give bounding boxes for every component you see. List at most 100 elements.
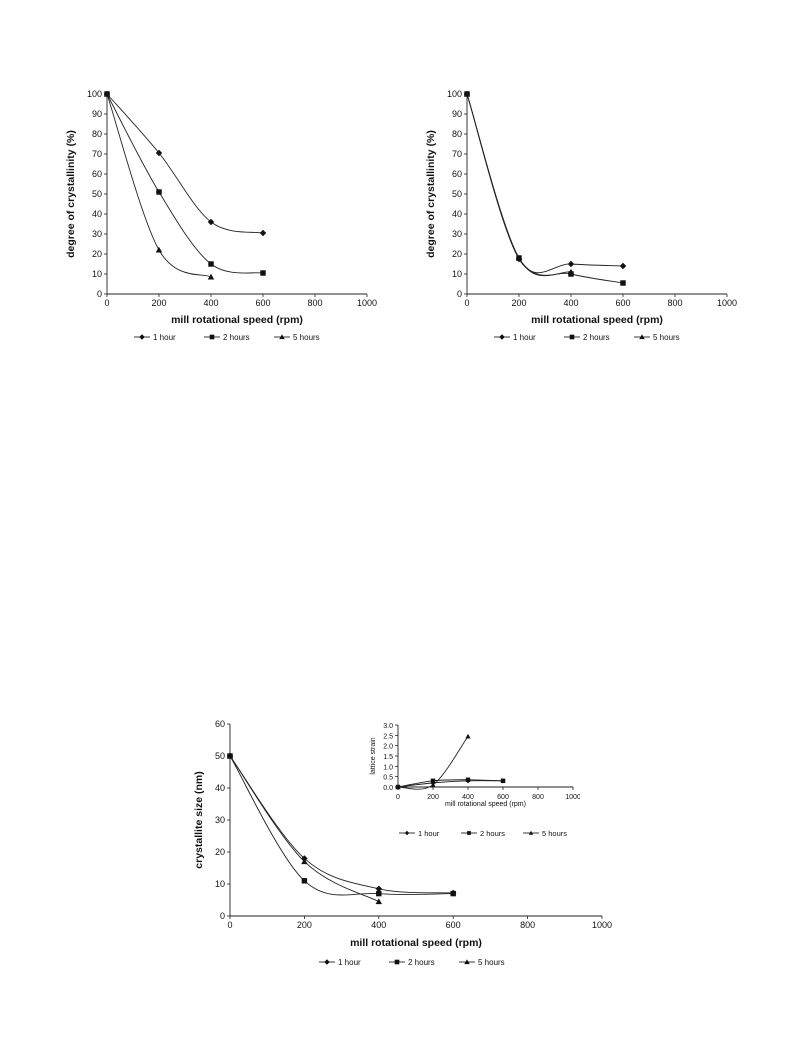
data-point-triangle — [395, 784, 401, 790]
series-line — [229, 755, 454, 896]
y-tick-label: 10 — [92, 269, 102, 279]
data-point-square — [430, 778, 436, 784]
x-axis-title: mill rotational speed (rpm) — [531, 314, 663, 326]
y-tick-label: 40 — [452, 209, 462, 219]
y-axis-title: degree of crystallinity (%) — [425, 130, 437, 258]
x-tick-label: 800 — [307, 298, 322, 308]
data-point-square — [450, 890, 456, 897]
data-point-triangle — [515, 254, 523, 261]
y-tick-label: 90 — [92, 109, 102, 119]
y-tick-label: 0.5 — [383, 775, 393, 782]
data-point-triangle — [464, 959, 470, 965]
x-tick-label: 600 — [615, 298, 630, 308]
series-triangle — [103, 90, 215, 280]
y-tick-label: 70 — [452, 149, 462, 159]
y-tick-label: 1.5 — [383, 754, 393, 761]
y-tick-label: 100 — [447, 89, 462, 99]
data-point-square — [467, 831, 471, 835]
data-point-square — [260, 270, 266, 276]
y-tick-label: 0.0 — [383, 785, 393, 792]
y-tick-label: 0 — [97, 289, 102, 299]
x-axis-title: mill rotational speed (rpm) — [445, 801, 526, 808]
x-axis-title: mill rotational speed (rpm) — [171, 314, 303, 326]
x-tick-label: 400 — [563, 298, 578, 308]
y-tick-label: 3.0 — [383, 723, 393, 730]
series-line — [466, 93, 624, 274]
y-tick-label: 0 — [457, 289, 462, 299]
data-point-triangle — [226, 752, 234, 759]
y-tick-label: 10 — [215, 879, 225, 889]
x-tick-label: 0 — [464, 298, 469, 308]
x-tick-label: 800 — [667, 298, 682, 308]
legend-item: 1 hour — [319, 958, 361, 967]
x-tick-label: 0 — [227, 920, 232, 930]
y-tick-label: 60 — [215, 719, 225, 729]
legend-item: 5 hours — [634, 333, 680, 342]
y-tick-label: 20 — [92, 249, 102, 259]
data-point-diamond — [207, 218, 215, 226]
data-point-triangle — [279, 334, 285, 340]
data-point-diamond — [139, 334, 145, 340]
data-point-triangle — [463, 90, 471, 97]
data-point-triangle — [430, 782, 436, 788]
x-tick-label: 600 — [446, 920, 461, 930]
data-point-square — [500, 778, 506, 784]
series-triangle — [463, 90, 575, 276]
x-tick-label: 400 — [203, 298, 218, 308]
y-tick-label: 2.0 — [383, 744, 393, 751]
y-tick-label: 40 — [215, 783, 225, 793]
legend-item: 1 hour — [399, 829, 440, 838]
y-tick-label: 40 — [92, 209, 102, 219]
y-tick-label: 60 — [452, 169, 462, 179]
legend-label: 1 hour — [153, 333, 176, 342]
x-tick-label: 1000 — [717, 298, 737, 308]
data-point-triangle — [375, 898, 382, 905]
legend-item: 2 hours — [461, 829, 505, 838]
data-point-triangle — [301, 858, 308, 865]
series-line — [106, 93, 264, 274]
legend-item: 1 hour — [494, 333, 536, 342]
series-line — [106, 93, 212, 278]
y-tick-label: 2.5 — [383, 733, 393, 740]
y-tick-label: 60 — [92, 169, 102, 179]
y-tick-label: 100 — [87, 89, 102, 99]
x-tick-label: 0 — [104, 298, 109, 308]
y-tick-label: 1.0 — [383, 764, 393, 771]
y-tick-label: 30 — [92, 229, 102, 239]
data-point-square — [301, 878, 308, 884]
legend-item: 2 hours — [564, 333, 610, 342]
legend-label: 5 hours — [293, 333, 320, 342]
series-line — [397, 779, 504, 788]
series-square — [395, 777, 506, 790]
y-tick-label: 90 — [452, 109, 462, 119]
data-point-triangle — [207, 273, 215, 280]
y-axis-title: lattice strain — [370, 737, 377, 774]
data-point-square — [209, 334, 215, 340]
y-tick-label: 10 — [452, 269, 462, 279]
series-square — [104, 91, 266, 276]
y-tick-label: 80 — [452, 129, 462, 139]
legend-label: 2 hours — [408, 958, 435, 967]
series-line — [106, 93, 264, 234]
x-axis-title: mill rotational speed (rpm) — [350, 937, 482, 949]
data-point-square — [394, 959, 400, 965]
legend-item: 2 hours — [389, 958, 435, 967]
y-axis-title: degree of crystallinity (%) — [65, 130, 77, 258]
x-tick-label: 0 — [396, 794, 400, 801]
lattice-strain-inset-chart: 0.0 0.5 1.0 1.5 2.0 2.5 3.0 0 200 400 600 800 1000 mi… — [370, 723, 580, 838]
legend-item: 1 hour — [134, 333, 176, 342]
data-point-square — [620, 280, 626, 286]
data-point-square — [569, 334, 575, 340]
data-point-diamond — [567, 260, 575, 268]
data-point-triangle — [103, 90, 111, 97]
legend-label: 2 hours — [583, 333, 610, 342]
x-tick-label: 200 — [151, 298, 166, 308]
x-tick-label: 800 — [532, 794, 544, 801]
x-tick-label: 200 — [297, 920, 312, 930]
data-point-diamond — [404, 830, 410, 836]
series-line — [466, 93, 572, 276]
data-point-square — [465, 777, 471, 782]
